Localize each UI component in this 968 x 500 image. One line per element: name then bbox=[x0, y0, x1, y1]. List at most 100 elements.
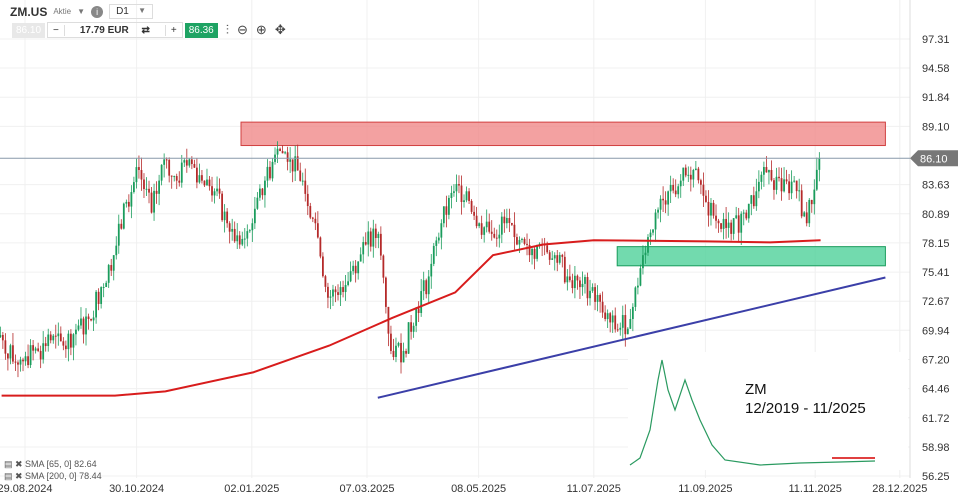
candle bbox=[785, 179, 788, 182]
legend-sma65[interactable]: ▤ ✖ SMA [65, 0] 82.64 bbox=[4, 459, 97, 469]
candle bbox=[82, 318, 85, 335]
symbol-dropdown-icon[interactable]: ▼ bbox=[77, 7, 86, 16]
candle bbox=[236, 235, 239, 242]
candle bbox=[261, 188, 264, 196]
candle bbox=[725, 218, 727, 228]
candle bbox=[231, 228, 234, 232]
candle bbox=[513, 224, 516, 238]
symbol: ZM.US bbox=[10, 4, 48, 19]
quantity-value: 17.79 EUR bbox=[79, 24, 129, 36]
candle bbox=[117, 223, 120, 246]
candle bbox=[745, 212, 748, 219]
candle bbox=[730, 222, 733, 234]
crosshair-icon[interactable]: ✥ bbox=[274, 22, 286, 37]
candle bbox=[183, 160, 186, 163]
sell-price-button[interactable]: 86.10 bbox=[12, 22, 46, 38]
y-tick-label: 75.41 bbox=[922, 267, 950, 279]
candle bbox=[369, 231, 372, 247]
increase-button[interactable]: + bbox=[170, 24, 177, 36]
candle bbox=[29, 345, 32, 366]
candle bbox=[553, 255, 556, 259]
candle bbox=[432, 245, 435, 264]
candle bbox=[127, 201, 130, 207]
quantity-input[interactable]: 17.79 EUR ⇄ bbox=[63, 24, 166, 36]
candle bbox=[561, 254, 564, 257]
support-zone bbox=[616, 246, 886, 267]
candle bbox=[591, 287, 594, 291]
candle bbox=[763, 167, 765, 175]
candle bbox=[427, 276, 430, 295]
candle bbox=[667, 191, 670, 205]
candle bbox=[12, 345, 14, 362]
candle bbox=[332, 289, 334, 297]
zoom-in-icon[interactable]: ⊕ bbox=[255, 22, 267, 37]
candle bbox=[49, 334, 52, 341]
candle bbox=[463, 200, 465, 202]
inset-background bbox=[628, 352, 908, 470]
candle bbox=[571, 280, 574, 289]
info-icon[interactable]: i bbox=[91, 5, 104, 18]
candle bbox=[243, 238, 246, 240]
candle bbox=[566, 276, 569, 283]
candle bbox=[198, 175, 201, 183]
candle bbox=[160, 164, 163, 181]
candle bbox=[637, 285, 639, 288]
candle bbox=[674, 190, 677, 195]
candle bbox=[133, 182, 135, 193]
candle bbox=[493, 233, 496, 238]
candle bbox=[677, 186, 680, 195]
candle bbox=[158, 180, 160, 194]
sma200-label: SMA [200, 0] 78.44 bbox=[25, 471, 102, 481]
candle bbox=[616, 329, 619, 331]
candle bbox=[453, 191, 455, 193]
buy-price-button[interactable]: 86.36 bbox=[184, 22, 218, 38]
candle bbox=[185, 160, 188, 166]
y-tick-label: 83.63 bbox=[922, 180, 950, 192]
candle bbox=[644, 252, 647, 256]
candle bbox=[500, 216, 503, 235]
swap-icon[interactable]: ⇄ bbox=[141, 24, 150, 36]
inset-price-line bbox=[629, 359, 876, 466]
candle bbox=[420, 291, 423, 314]
candle bbox=[773, 180, 775, 190]
candle bbox=[558, 254, 561, 263]
candle bbox=[652, 229, 654, 233]
candle bbox=[110, 265, 113, 271]
sma200-line bbox=[1, 239, 821, 397]
candle bbox=[700, 180, 702, 185]
decrease-button[interactable]: − bbox=[53, 24, 59, 36]
inset-period: 12/2019 - 11/2025 bbox=[745, 400, 866, 417]
candle bbox=[586, 277, 589, 299]
y-tick-label: 91.84 bbox=[922, 92, 950, 104]
zoom-out-icon[interactable]: ⊖ bbox=[237, 22, 248, 37]
candle bbox=[125, 201, 128, 204]
candle bbox=[324, 276, 327, 287]
candle bbox=[609, 313, 612, 323]
candle bbox=[279, 148, 281, 152]
legend-sma200[interactable]: ▤ ✖ SMA [200, 0] 78.44 bbox=[4, 471, 102, 481]
candle bbox=[180, 162, 183, 183]
candle bbox=[115, 245, 118, 256]
candle bbox=[70, 333, 72, 348]
candle bbox=[679, 180, 682, 187]
candle bbox=[508, 217, 511, 223]
quantity-stepper[interactable]: − 17.79 EUR ⇄ + bbox=[47, 22, 183, 38]
candle bbox=[468, 191, 470, 201]
indicator-icon[interactable]: ⫶ bbox=[225, 22, 229, 37]
candle bbox=[0, 334, 2, 338]
candle bbox=[795, 180, 798, 192]
candle bbox=[342, 287, 344, 293]
candle bbox=[175, 176, 178, 181]
candle bbox=[654, 212, 657, 230]
candle bbox=[594, 287, 596, 302]
candle bbox=[788, 181, 790, 194]
interval-select[interactable]: D1 ▼ bbox=[109, 4, 154, 19]
candle bbox=[684, 167, 687, 176]
candle bbox=[367, 231, 370, 245]
candle bbox=[203, 180, 206, 186]
candle bbox=[269, 166, 271, 179]
candle bbox=[687, 174, 690, 176]
candle bbox=[102, 287, 105, 289]
candle bbox=[32, 345, 34, 351]
